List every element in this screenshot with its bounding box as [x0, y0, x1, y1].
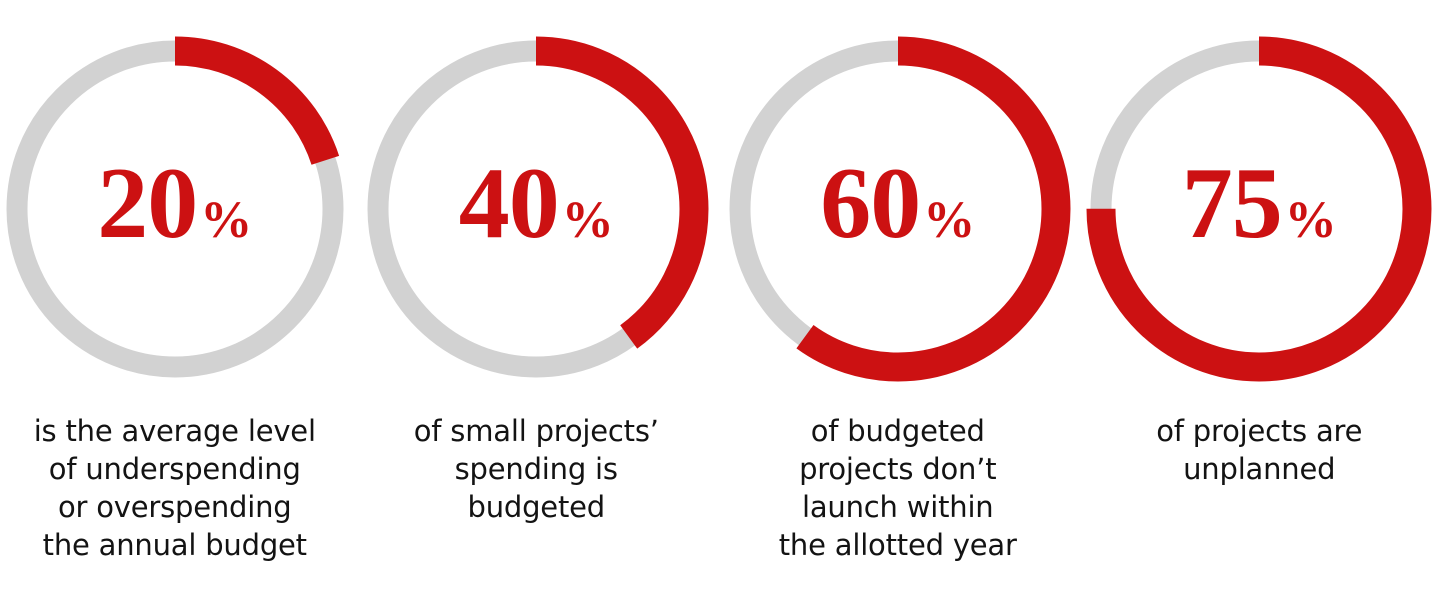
donut-value-arc	[725, 36, 1071, 382]
donut-chart: 75 %	[1086, 36, 1432, 382]
stat-caption: is the average level of underspending or…	[33, 414, 316, 562]
donut-value-arc	[363, 36, 709, 382]
donut-value-arc	[1086, 36, 1432, 382]
donut-chart: 20 %	[2, 36, 348, 382]
stat-card: 20 % is the average level of underspendi…	[0, 36, 356, 564]
donut-value-arc	[2, 36, 348, 382]
stat-caption: of budgeted projects don’t launch within…	[778, 414, 1017, 562]
stats-row: 20 % is the average level of underspendi…	[0, 36, 1440, 564]
stat-card: 40 % of small projects’ spending is budg…	[356, 36, 718, 564]
stat-card: 75 % of projects are unplanned	[1079, 36, 1440, 564]
stat-caption: of projects are unplanned	[1156, 414, 1363, 486]
donut-rings	[2, 36, 348, 382]
donut-chart: 40 %	[363, 36, 709, 382]
stat-caption: of small projects’ spending is budgeted	[413, 414, 659, 524]
donut-rings	[1086, 36, 1432, 382]
donut-rings	[725, 36, 1071, 382]
stat-card: 60 % of budgeted projects don’t launch w…	[717, 36, 1079, 564]
donut-rings	[363, 36, 709, 382]
donut-chart: 60 %	[725, 36, 1071, 382]
